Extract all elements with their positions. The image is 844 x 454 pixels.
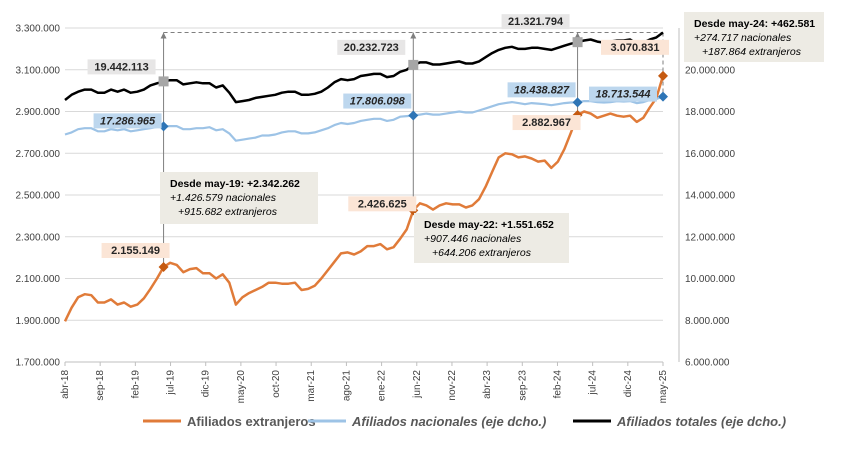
grid-lines: [65, 27, 663, 363]
x-tick-label: ago-21: [341, 370, 352, 402]
annotation-extranjeros: +644.206 extranjeros: [432, 247, 532, 259]
x-tick-label: jul-19: [166, 370, 177, 396]
legend-label: Afiliados totales (eje dcho.): [616, 414, 786, 429]
point-label-box: [93, 113, 162, 129]
x-tick-label: oct-20: [271, 370, 282, 398]
annotation-title: Desde may-24: +462.581: [694, 18, 815, 30]
annotation-box: [160, 172, 318, 224]
right-tick-label: 12.000.000: [685, 232, 735, 243]
annotation-extranjeros: +187.864 extranjeros: [702, 46, 802, 58]
point-label-text: 3.070.831: [611, 42, 660, 54]
right-tick-label: 20.000.000: [685, 65, 735, 76]
legend-label: Afiliados extranjeros: [187, 414, 316, 429]
nacionales-marker: [572, 97, 583, 108]
annotation-extranjeros: +915.682 extranjeros: [178, 206, 278, 218]
legend-label: Afiliados nacionales (eje dcho.): [351, 414, 546, 429]
right-tick-label: 16.000.000: [685, 149, 735, 160]
left-tick-label: 2.300.000: [16, 232, 61, 243]
annotation-nacionales: +274.717 nacionales: [694, 32, 792, 44]
annotation-nacionales: +907.446 nacionales: [424, 233, 522, 245]
left-tick-label: 2.500.000: [16, 191, 61, 202]
x-tick-label: dic-24: [623, 370, 634, 398]
arrow-head: [410, 32, 417, 39]
nacionales-marker: [408, 110, 419, 121]
x-tick-label: abr-23: [482, 370, 493, 399]
x-tick-label: sep-18: [95, 370, 106, 401]
left-tick-label: 3.300.000: [16, 24, 61, 35]
point-label-text: 18.713.544: [595, 89, 650, 101]
right-tick-label: 18.000.000: [685, 107, 735, 118]
point-label-box: [101, 242, 170, 258]
x-tick-label: abr-18: [60, 370, 71, 399]
left-y-axis: 1.700.000 1.900.000 2.100.000 2.300.000 2.50…: [16, 24, 61, 369]
annotations: Desde may-19: +2.342.262 +1.426.579 nacio…: [160, 12, 824, 263]
point-label-text: 17.286.965: [100, 115, 156, 127]
right-tick-label: 8.000.000: [685, 316, 730, 327]
arrow-head: [574, 32, 581, 39]
left-tick-label: 2.700.000: [16, 149, 61, 160]
x-tick-label: feb-24: [552, 370, 563, 399]
point-label-box: [348, 196, 417, 212]
x-tick-label: nov-22: [447, 370, 458, 401]
x-tick-label: feb-19: [130, 370, 141, 399]
point-label-box: [501, 14, 570, 30]
annotation-nacionales: +1.426.579 nacionales: [170, 192, 277, 204]
annotation-title: Desde may-19: +2.342.262: [170, 178, 300, 190]
x-tick-label: may-25: [658, 370, 669, 404]
totales-marker: [408, 59, 419, 70]
right-y-axis: 6.000.000 8.000.000 10.000.000 12.000.000 14…: [678, 28, 735, 369]
point-label-text: 18.438.827: [514, 84, 570, 96]
annotation-box: [414, 213, 569, 263]
totales-marker: [572, 37, 583, 48]
point-label-text: 2.155.149: [111, 245, 160, 257]
right-tick-label: 14.000.000: [685, 191, 735, 202]
left-tick-label: 2.100.000: [16, 274, 61, 285]
left-tick-label: 1.900.000: [16, 316, 61, 327]
x-tick-label: ene-22: [377, 370, 388, 402]
right-tick-label: 6.000.000: [685, 358, 730, 369]
point-labels: 2.155.149 2.426.625 2.882.967 3.070.831 17.2…: [87, 0, 673, 258]
nacionales-marker: [658, 91, 668, 102]
series-lines: [63, 31, 665, 322]
legend: Afiliados extranjeros Afiliados nacionale…: [143, 414, 786, 429]
point-label-box: [605, 0, 673, 4]
left-tick-label: 2.900.000: [16, 107, 61, 118]
extranjeros-marker: [658, 70, 668, 81]
point-label-text: 21.321.794: [508, 16, 564, 28]
arrow-head: [160, 32, 167, 39]
x-tick-label: jul-24: [588, 370, 599, 396]
point-label-text: 21.784.375: [611, 0, 666, 3]
point-label-box: [589, 86, 657, 102]
point-label-box: [87, 59, 156, 75]
point-label-box: [601, 39, 669, 55]
annotation-box: [684, 12, 824, 62]
point-label-box: [512, 115, 581, 131]
x-tick-label: may-20: [236, 370, 247, 404]
left-tick-label: 1.700.000: [16, 358, 61, 369]
point-label-text: 2.426.625: [358, 198, 407, 210]
annotation-title: Desde may-22: +1.551.652: [424, 219, 554, 231]
point-label-box: [337, 39, 406, 55]
x-tick-label: mar-21: [306, 370, 317, 402]
point-label-box: [507, 82, 576, 98]
right-tick-label: 10.000.000: [685, 274, 735, 285]
point-label-text: 2.882.967: [522, 117, 571, 129]
x-axis: abr-18 sep-18 feb-19 jul-19 dic-19 may-20 oct-…: [60, 361, 669, 404]
point-label-text: 17.806.098: [350, 96, 406, 108]
point-label-text: 19.442.113: [94, 61, 148, 73]
x-tick-label: jun-22: [412, 370, 423, 399]
point-label-text: 20.232.723: [344, 42, 399, 54]
extranjeros-marker: [158, 261, 169, 272]
x-tick-label: dic-19: [201, 370, 212, 398]
left-tick-label: 3.100.000: [16, 65, 61, 76]
point-label-box: [343, 93, 412, 109]
x-tick-label: sep-23: [517, 370, 528, 401]
totales-marker: [158, 76, 169, 87]
